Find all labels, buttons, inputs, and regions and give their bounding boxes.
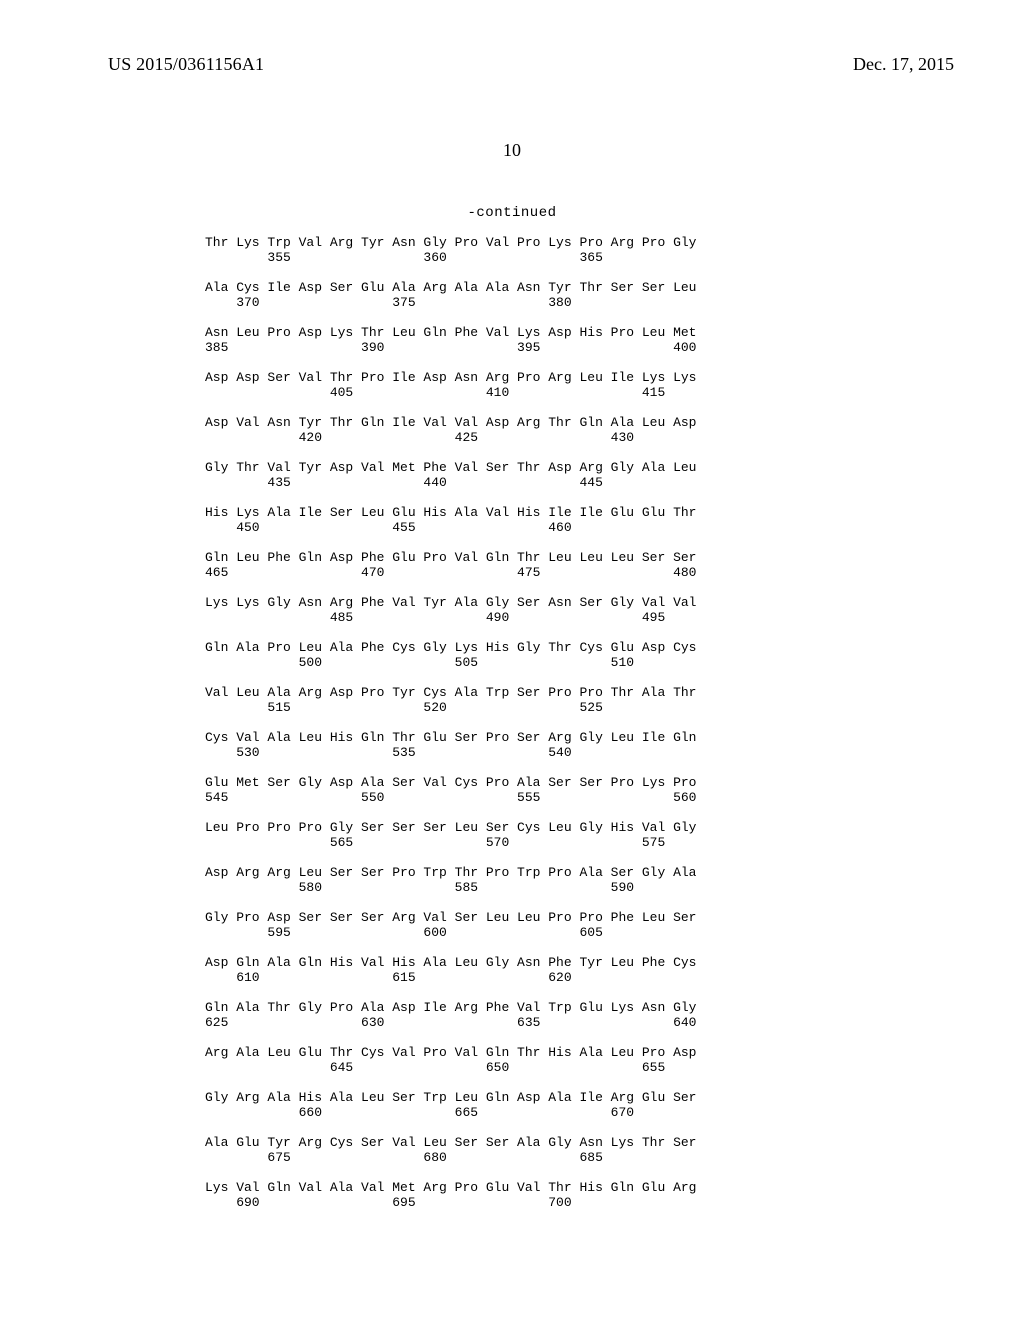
page-container: US 2015/0361156A1 Dec. 17, 2015 10 -cont… bbox=[0, 0, 1024, 1320]
sequence-listing: Thr Lys Trp Val Arg Tyr Asn Gly Pro Val … bbox=[205, 235, 1024, 1210]
page-header: US 2015/0361156A1 Dec. 17, 2015 bbox=[0, 54, 1024, 78]
page-number: 10 bbox=[0, 140, 1024, 161]
continued-label: -continued bbox=[0, 205, 1024, 221]
publication-date: Dec. 17, 2015 bbox=[853, 54, 954, 75]
publication-number: US 2015/0361156A1 bbox=[108, 54, 264, 74]
